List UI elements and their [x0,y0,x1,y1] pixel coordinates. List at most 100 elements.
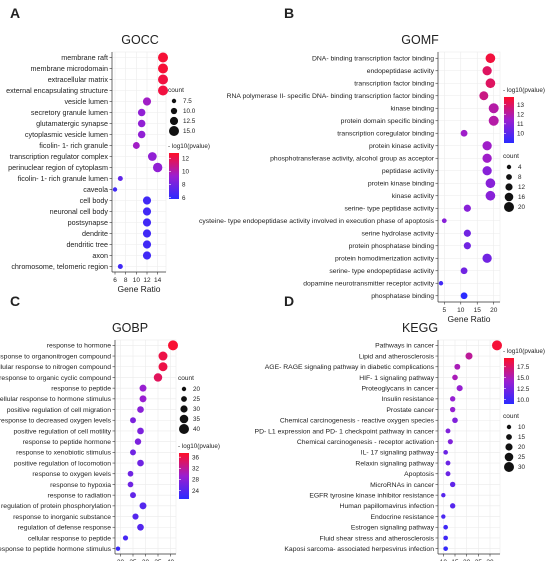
category-label: response to xenobiotic stimulus [16,450,111,457]
category-label: protein homodimerization activity [335,256,435,263]
data-point [449,396,456,402]
category-label: secretory granule lumen [31,108,108,117]
size-legend-dot [179,424,189,434]
category-label: neuronal cell body [50,207,109,216]
size-legend-dot [504,452,514,462]
size-legend-label: 40 [193,426,201,433]
color-legend-label: 13 [517,102,525,109]
data-point [445,428,451,434]
data-point [139,395,147,403]
panel-gobp: C GOBP 20 25 30 35 40 response to hormone cellul… [0,293,220,561]
color-legend-title: - log10(pvalue) [178,443,220,450]
data-point [137,523,144,531]
size-legend-dot [506,164,512,170]
data-point [132,142,140,149]
data-point [488,103,499,114]
data-point [142,251,152,260]
data-point [147,152,157,161]
category-label: Insulin resistance [381,396,434,403]
data-point [485,190,496,201]
data-point [443,524,448,530]
color-legend-label: 15.0 [517,375,530,382]
category-label: EGFR tyrosine kinase inhibitor resistanc… [309,492,434,499]
category-label: Chemical carcinogenesis - reactive oxyge… [280,418,435,425]
color-legend-label: 10.0 [517,397,530,404]
data-point [134,438,142,445]
data-point [443,535,448,541]
category-label: transcription coregulator binding [337,131,434,138]
x-tick-label: 20 [463,559,471,561]
data-point [452,374,458,381]
panel-letter: A [10,5,20,21]
x-tick-label: 6 [113,277,117,284]
x-tick-label: 5 [442,307,446,314]
category-label: protein kinase binding [368,181,434,188]
data-point [485,78,496,89]
category-label: RNA polymerase II- specific DNA- binding… [227,93,435,100]
category-label: Human papillomavirus infection [340,503,435,510]
data-point [454,363,461,370]
category-label: response to peptide [51,385,111,392]
size-legend-label: 12 [518,184,526,191]
x-tick-label: 25 [475,559,483,561]
category-label: Relaxin signaling pathway [355,460,434,467]
data-point [137,459,144,467]
data-point [130,449,136,456]
size-legend-label: 16 [518,194,526,201]
category-label: transcription factor binding [354,81,434,88]
size-legend-label: 20 [518,204,526,211]
category-label: serine- type endopeptidase activity [329,268,434,275]
category-label: external encapsulating structure [6,86,108,95]
size-legend-title: count [178,375,194,382]
category-label: cellular response to organic cyclic comp… [0,375,111,382]
panel-letter: B [284,5,294,21]
category-label: kinase binding [391,106,435,113]
x-tick-label: 25 [129,559,137,561]
color-legend-label: 28 [192,477,200,484]
size-legend-label: 25 [193,396,201,403]
category-label: ficolin- 1- rich granule lumen [18,174,108,183]
data-point [460,292,468,300]
color-legend-bar [504,358,514,404]
category-label: membrane raft [61,53,108,62]
category-label: cell body [80,196,109,205]
x-tick-label: 10 [457,307,465,314]
category-label: IL- 17 signaling pathway [361,450,435,457]
data-point [115,546,121,551]
data-point [139,502,147,510]
category-label: response to hypoxia [50,482,111,489]
category-label: perinuclear region of cytoplasm [8,163,108,172]
x-axis-label: Gene Ratio [448,314,491,324]
size-legend-label: 25 [518,454,526,461]
data-point [117,175,123,182]
category-label: peptidase activity [382,168,435,175]
data-point [158,74,168,85]
color-legend-label: 8 [182,182,186,189]
data-point [127,481,134,488]
color-legend-label: 32 [192,466,200,473]
color-legend-label: 12.5 [517,386,530,393]
color-legend-bar [179,453,189,499]
data-point [488,115,499,126]
data-point [485,178,496,189]
x-tick-label: 30 [142,559,150,561]
data-point [153,373,163,382]
x-tick-label: 15 [451,559,459,561]
category-label: cellular response to peptide [28,535,111,542]
category-label: caveola [83,185,108,194]
data-point [117,263,123,270]
category-label: kinase activity [392,193,435,200]
category-label: response to peptide hormone [23,439,112,446]
size-legend-label: 15.0 [183,128,196,135]
size-legend-label: 12.5 [183,118,196,125]
data-point [139,384,147,392]
data-point [112,187,118,192]
data-point [482,66,492,76]
color-legend-label: 6 [182,195,186,202]
data-point [449,406,456,413]
data-point [485,53,496,64]
x-tick-label: 20 [490,307,498,314]
color-legend-label: 24 [192,488,200,495]
